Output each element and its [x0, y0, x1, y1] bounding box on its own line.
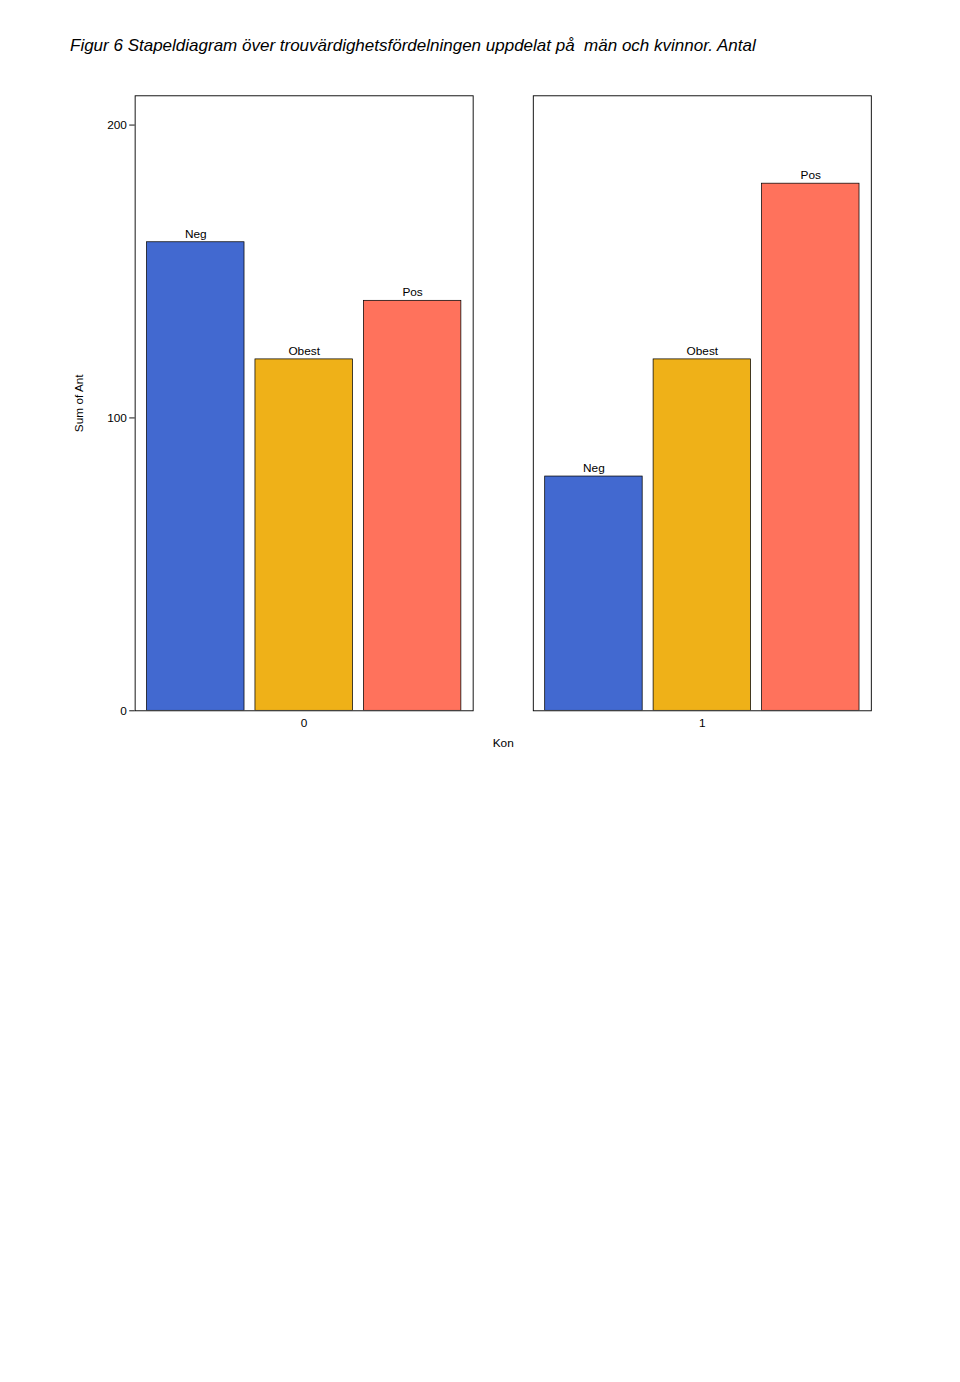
svg-text:Neg: Neg	[583, 461, 605, 475]
svg-text:Obest: Obest	[687, 344, 719, 358]
svg-text:Obest: Obest	[288, 344, 320, 358]
svg-text:Pos: Pos	[402, 285, 422, 299]
svg-text:100: 100	[107, 411, 127, 425]
svg-text:Kon: Kon	[493, 736, 514, 750]
svg-text:1: 1	[699, 716, 706, 730]
svg-text:Pos: Pos	[801, 168, 821, 182]
svg-text:Neg: Neg	[185, 227, 207, 241]
svg-text:200: 200	[107, 118, 127, 132]
svg-text:0: 0	[301, 716, 308, 730]
svg-text:0: 0	[120, 704, 127, 718]
svg-text:Sum of Ant: Sum of Ant	[72, 374, 86, 433]
html-text:Figur 6 Stapeldiagram över tro: Figur 6 Stapeldiagram över trouvärdighet…	[70, 36, 756, 55]
